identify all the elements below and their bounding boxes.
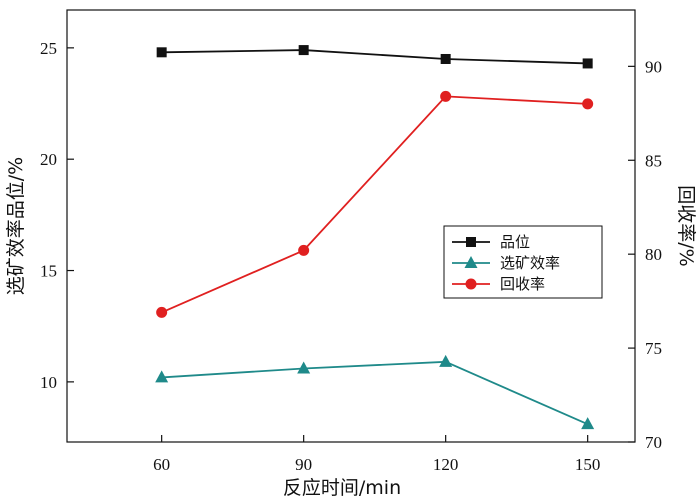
- y-right-tick-label: 90: [645, 57, 662, 76]
- series-triangle: [155, 354, 595, 430]
- data-point: [582, 58, 593, 69]
- data-point: [155, 370, 169, 383]
- legend-label: 回收率: [500, 275, 545, 293]
- legend-item: 品位: [452, 233, 530, 251]
- y-axis-right-title: 回收率/%: [675, 185, 697, 266]
- legend-marker: [464, 256, 478, 268]
- series-line: [161, 360, 589, 426]
- y-right-tick-label: 75: [645, 339, 662, 358]
- y-axis-left-title: 选矿效率品位/%: [5, 157, 27, 295]
- series-line: [161, 49, 588, 65]
- series-square: [156, 45, 593, 69]
- data-point: [297, 361, 311, 374]
- y-left-tick-label: 15: [40, 262, 57, 281]
- data-point: [298, 244, 310, 256]
- data-point: [440, 53, 451, 64]
- data-point: [582, 98, 594, 110]
- data-point: [156, 47, 167, 58]
- legend-marker: [465, 278, 477, 290]
- data-point: [581, 417, 595, 430]
- x-tick-label: 90: [295, 455, 312, 474]
- x-tick-label: 60: [153, 455, 170, 474]
- y-right-tick-label: 85: [645, 151, 662, 170]
- series-circle: [156, 90, 594, 318]
- legend-marker: [466, 237, 476, 247]
- legend-item: 回收率: [452, 275, 545, 293]
- y-right-tick-label: 80: [645, 245, 662, 264]
- legend-label: 品位: [500, 233, 530, 251]
- y-left-tick-label: 20: [40, 150, 57, 169]
- legend-label: 选矿效率: [500, 254, 560, 272]
- x-tick-label: 120: [433, 455, 459, 474]
- data-point: [439, 354, 453, 367]
- series-line: [161, 95, 588, 314]
- legend-item: 选矿效率: [452, 254, 560, 272]
- data-point: [298, 45, 309, 56]
- x-axis-title: 反应时间/min: [283, 477, 401, 499]
- y-right-tick-label: 70: [645, 433, 662, 452]
- ticks-layer: 60 90 120 150 10 15 20 25 70 75 80 85 90: [40, 39, 662, 474]
- data-point: [440, 90, 452, 102]
- data-point: [156, 306, 168, 318]
- y-left-tick-label: 10: [40, 373, 57, 392]
- x-tick-label: 150: [575, 455, 601, 474]
- series-layer: [155, 45, 595, 430]
- plot-frame: [66, 9, 636, 443]
- y-left-tick-label: 25: [40, 39, 57, 58]
